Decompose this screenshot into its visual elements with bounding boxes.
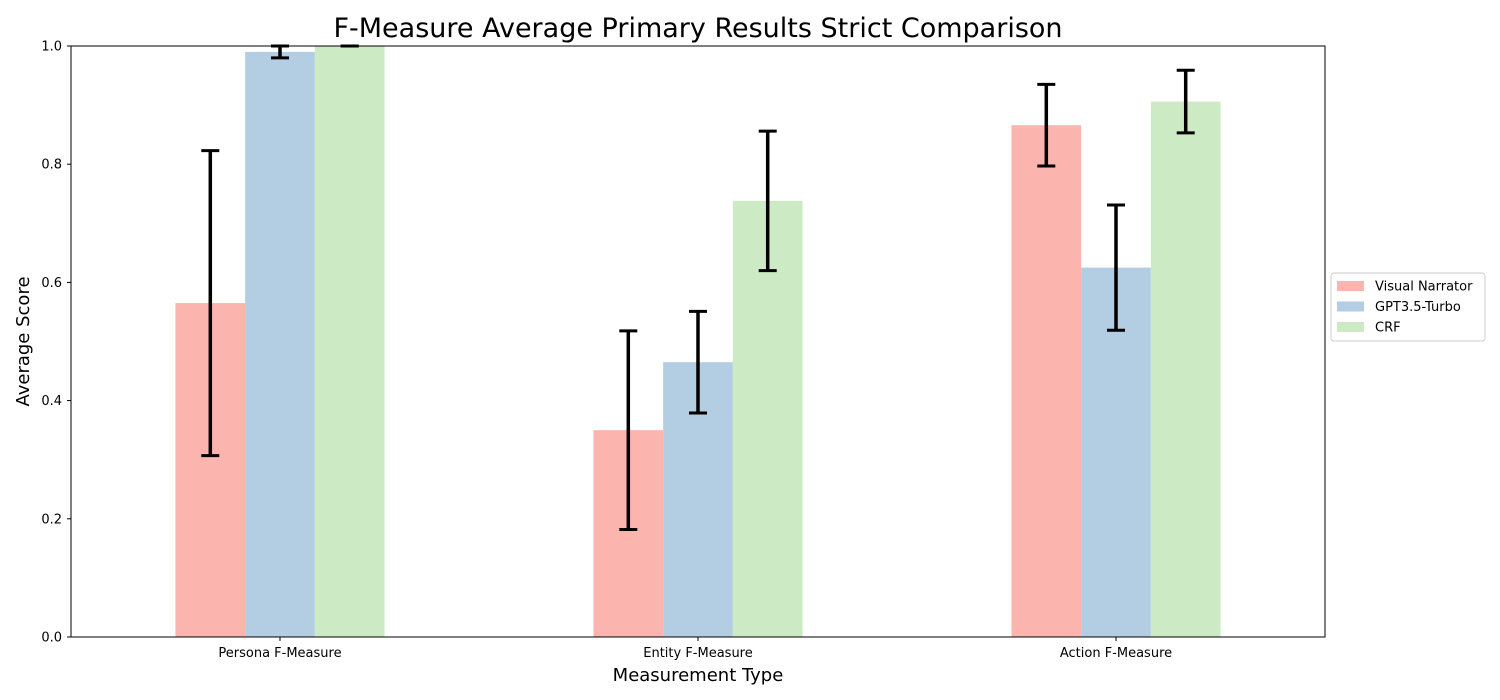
y-tick-label: 0.4: [41, 394, 62, 409]
bar: [245, 51, 315, 638]
y-axis: 0.0 0.2 0.4 0.6 0.8 1.0: [41, 40, 71, 646]
y-tick-label: 0.6: [41, 276, 62, 291]
legend-label: CRF: [1375, 321, 1401, 336]
y-axis-title: Average Score: [13, 276, 34, 406]
y-tick-label: 1.0: [41, 40, 62, 55]
bar: [1011, 125, 1082, 637]
y-tick-label: 0.0: [41, 631, 62, 646]
bar: [1150, 101, 1221, 637]
chart-title: F-Measure Average Primary Results Strict…: [333, 13, 1062, 44]
legend-swatch: [1337, 322, 1364, 332]
bar: [314, 46, 385, 637]
x-axis-title: Measurement Type: [613, 665, 784, 686]
legend-swatch: [1337, 281, 1364, 291]
bars-layer: [175, 46, 1221, 638]
bar: [732, 200, 803, 638]
legend-label: Visual Narrator: [1375, 280, 1473, 295]
legend-swatch: [1337, 301, 1364, 312]
y-tick-label: 0.2: [41, 512, 62, 527]
x-tick-label: Persona F-Measure: [218, 646, 341, 661]
x-tick-label: Entity F-Measure: [643, 646, 753, 661]
legend-label: GPT3.5-Turbo: [1375, 300, 1461, 315]
x-tick-label: Action F-Measure: [1060, 646, 1172, 661]
legend-box: [1330, 272, 1486, 342]
legend: Visual Narrator GPT3.5-Turbo CRF: [1330, 272, 1486, 342]
x-axis: Persona F-Measure Entity F-Measure Action …: [218, 637, 1172, 661]
y-tick-label: 0.8: [41, 158, 62, 173]
